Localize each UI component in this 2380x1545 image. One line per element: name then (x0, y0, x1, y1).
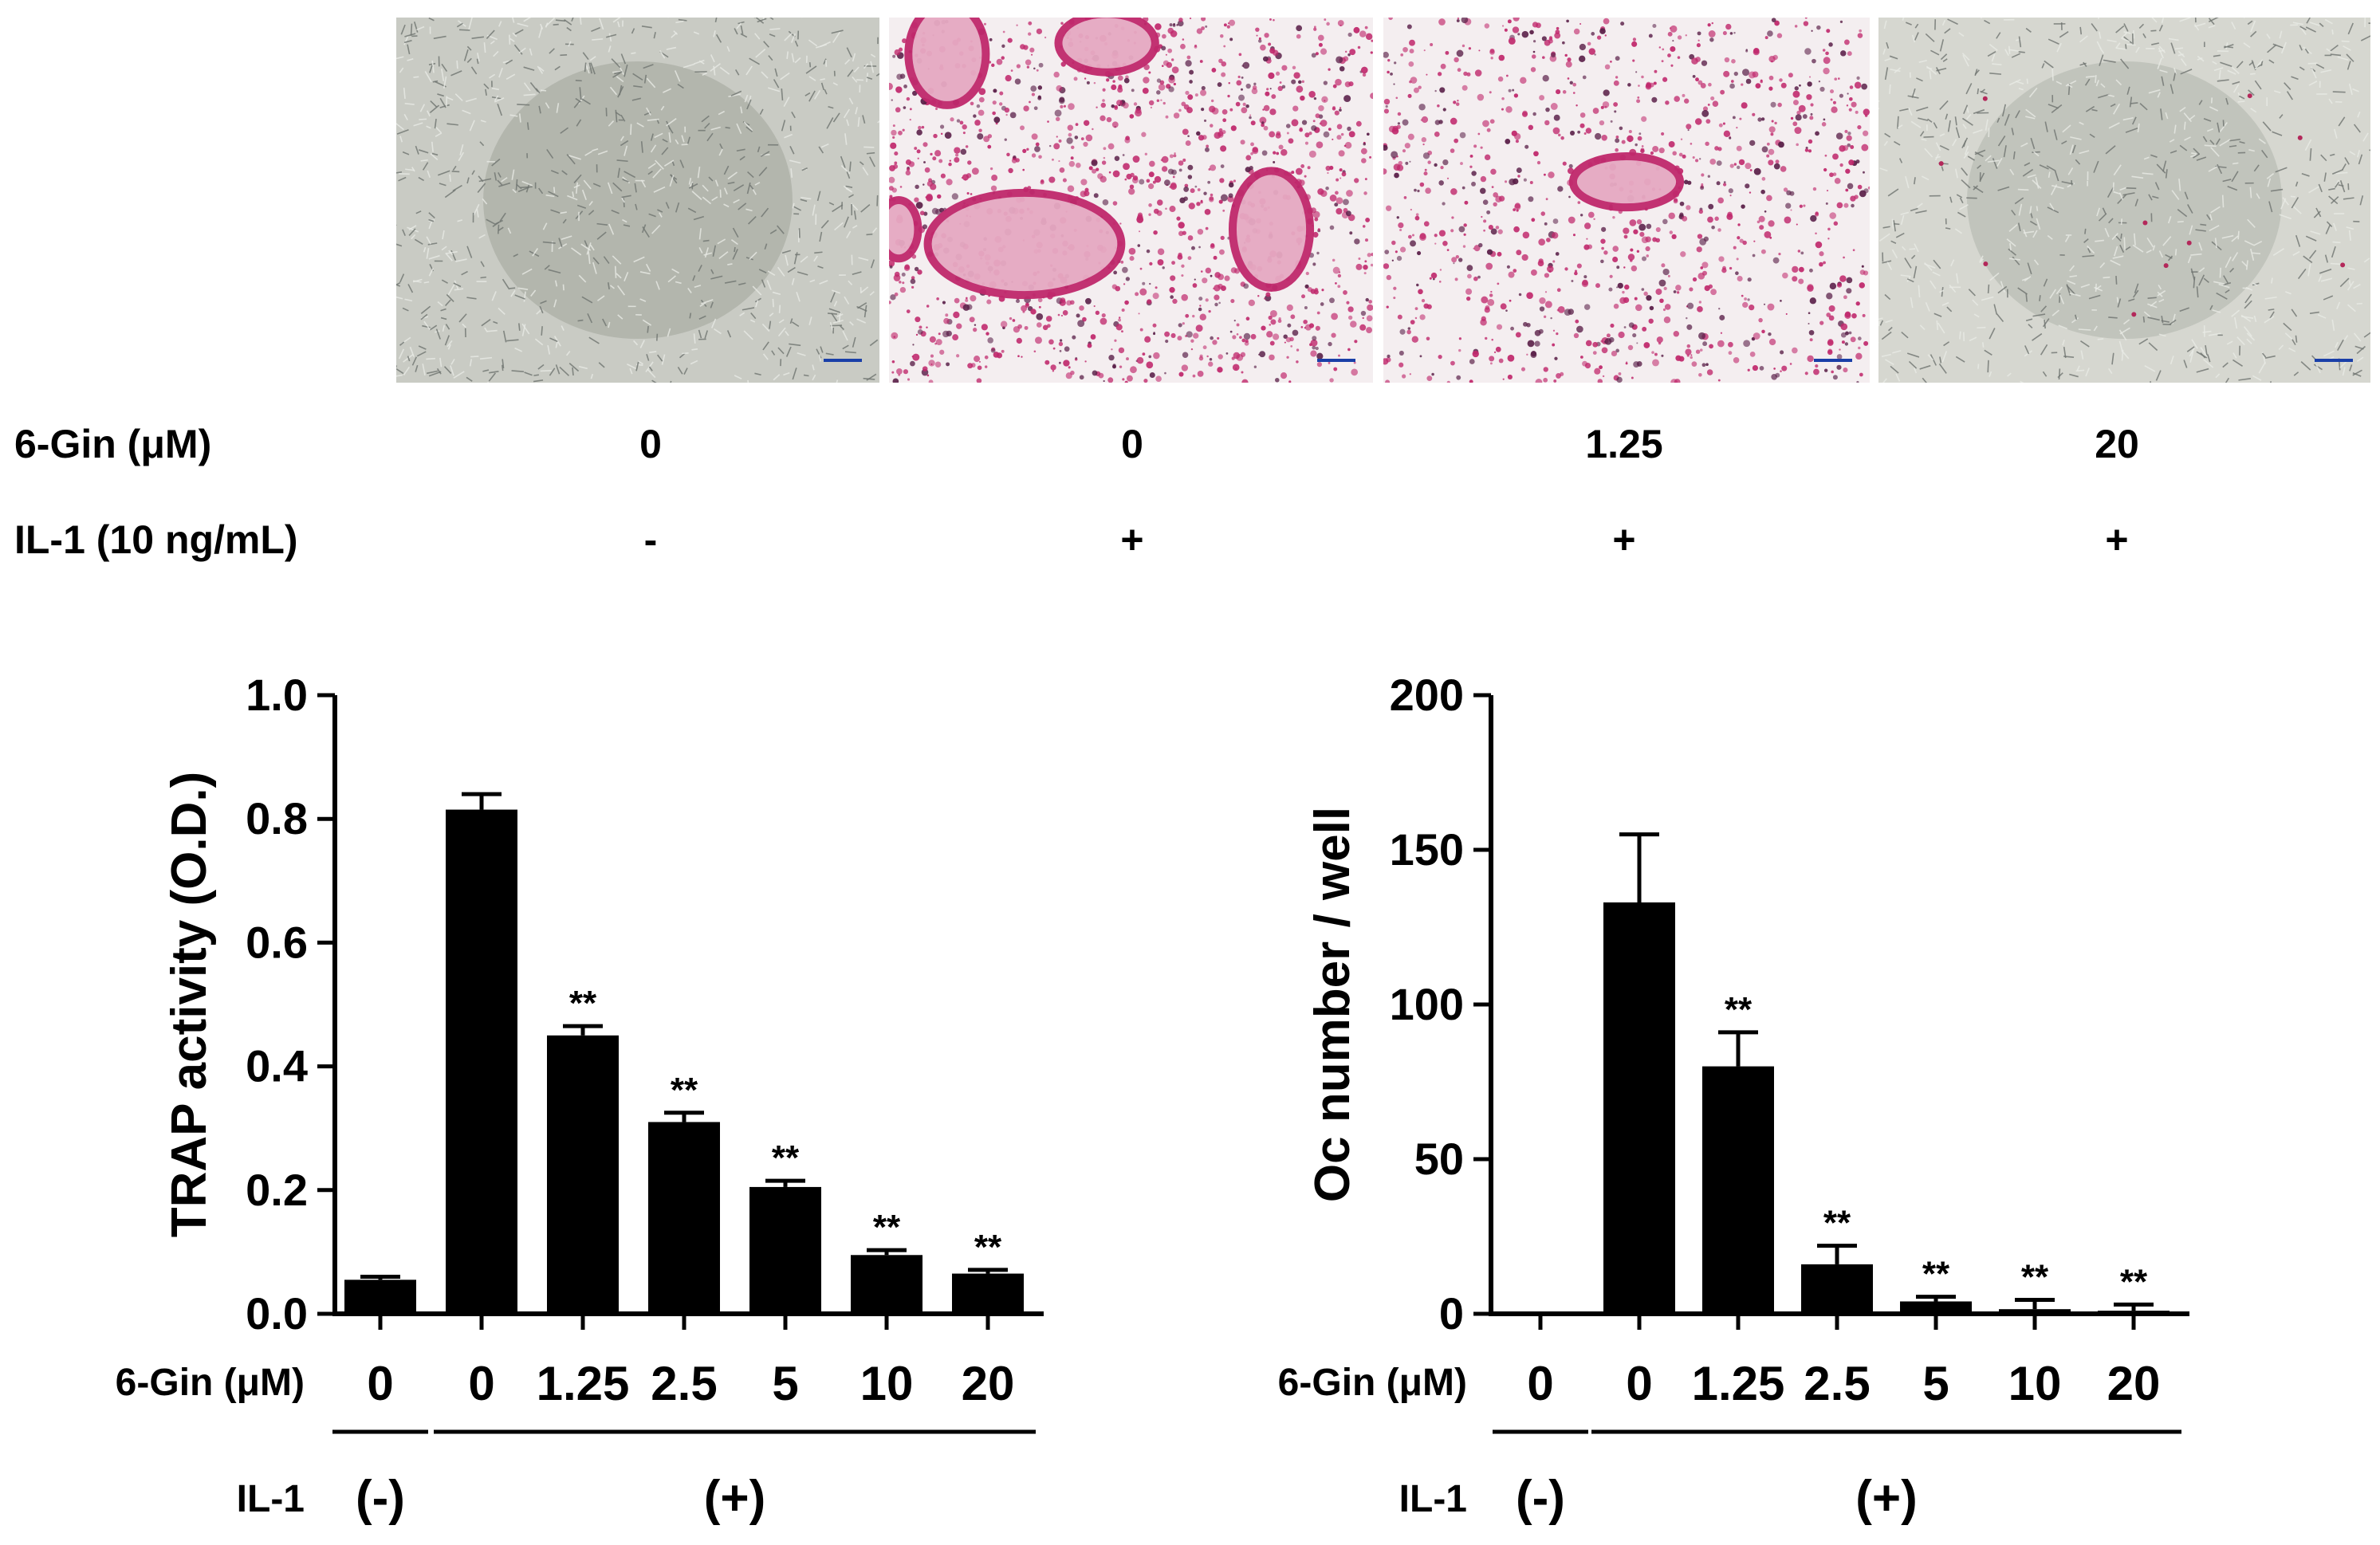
x-tick-label: 2.5 (651, 1357, 717, 1410)
bar (1702, 1066, 1774, 1314)
y-tick-label: 0.8 (246, 793, 308, 843)
significance-mark: ** (873, 1208, 901, 1247)
y-tick-label: 0.6 (246, 917, 308, 967)
il1-positive: (+) (1855, 1471, 1918, 1526)
bar (1999, 1309, 2071, 1314)
bar (1801, 1264, 1873, 1314)
y-tick-label: 50 (1414, 1134, 1464, 1184)
x-tick-label: 10 (860, 1357, 914, 1410)
x-tick-label: 20 (962, 1357, 1015, 1410)
bar (446, 809, 517, 1314)
x-tick-label: 2.5 (1804, 1357, 1870, 1410)
significance-mark: ** (974, 1228, 1002, 1267)
row-label-gin: 6-Gin (μM) (14, 422, 212, 466)
il1-sign: + (1120, 517, 1144, 562)
y-tick-label: 0.0 (246, 1288, 308, 1339)
x-tick-label: 5 (772, 1357, 798, 1410)
il1-negative: (-) (1516, 1471, 1565, 1526)
significance-mark: ** (772, 1138, 800, 1177)
micrograph-il1-only (889, 18, 1373, 383)
x-tick-label: 5 (1922, 1357, 1949, 1410)
bar (851, 1255, 922, 1314)
micrograph-gin-1-25 (1383, 18, 1870, 383)
x-tick-label: 0 (367, 1357, 393, 1410)
trap-activity-chart: 0.0 0.2 0.4 0.6 0.8 1.0 TRAP activity (O.D.) 0 0… (116, 670, 1044, 1526)
dose-row-label: 6-Gin (μM) (1278, 1362, 1467, 1404)
x-tick-label: 20 (2107, 1357, 2161, 1410)
y-tick-label: 0.4 (246, 1041, 308, 1091)
y-tick-label: 200 (1390, 670, 1464, 720)
x-tick-label: 0 (1626, 1357, 1652, 1410)
x-tick-label: 1.25 (1692, 1357, 1785, 1410)
x-tick-label: 0 (1527, 1357, 1553, 1410)
micrograph-gin-20 (1878, 18, 2370, 383)
il1-sign: + (2105, 517, 2129, 562)
x-tick-label: 1.25 (537, 1357, 630, 1410)
micrograph-control (396, 18, 879, 383)
bar (344, 1280, 416, 1314)
oc-number-chart: 0 50 100 150 200 Oc number / well 0 0 ** 1.25 ** 2.… (1278, 670, 2189, 1526)
y-tick-label: 100 (1390, 979, 1464, 1029)
bar (1603, 902, 1675, 1314)
y-tick-label: 1.0 (246, 670, 308, 720)
significance-mark: ** (1922, 1255, 1950, 1294)
dose-label: 0 (1121, 422, 1143, 466)
bar (1900, 1301, 1972, 1314)
bar (547, 1035, 619, 1314)
x-tick-label: 0 (468, 1357, 494, 1410)
y-tick-label: 0.2 (246, 1165, 308, 1215)
bar (2098, 1311, 2170, 1314)
significance-mark: ** (2120, 1262, 2148, 1301)
dose-row-label: 6-Gin (μM) (116, 1362, 305, 1404)
significance-mark: ** (671, 1071, 698, 1110)
bar (952, 1273, 1024, 1314)
il1-positive: (+) (704, 1471, 766, 1526)
y-axis-label: TRAP activity (O.D.) (162, 772, 217, 1238)
il1-row-label: IL-1 (1399, 1478, 1467, 1520)
significance-mark: ** (569, 984, 597, 1023)
row-label-il1: IL-1 (10 ng/mL) (14, 517, 298, 562)
x-tick-label: 10 (2008, 1357, 2062, 1410)
significance-mark: ** (1725, 990, 1753, 1029)
bar (749, 1186, 821, 1314)
dose-label: 1.25 (1585, 422, 1663, 466)
significance-mark: ** (1823, 1204, 1851, 1243)
il1-row-label: IL-1 (237, 1478, 305, 1520)
il1-negative: (-) (356, 1471, 405, 1526)
bar (648, 1122, 720, 1314)
y-axis-label: Oc number / well (1305, 807, 1360, 1202)
significance-mark: ** (2021, 1258, 2049, 1297)
dose-label: 0 (639, 422, 662, 466)
il1-sign: - (643, 517, 658, 562)
y-tick-label: 150 (1390, 824, 1464, 875)
y-tick-label: 0 (1439, 1288, 1464, 1339)
il1-sign: + (1612, 517, 1636, 562)
dose-label: 20 (2095, 422, 2139, 466)
